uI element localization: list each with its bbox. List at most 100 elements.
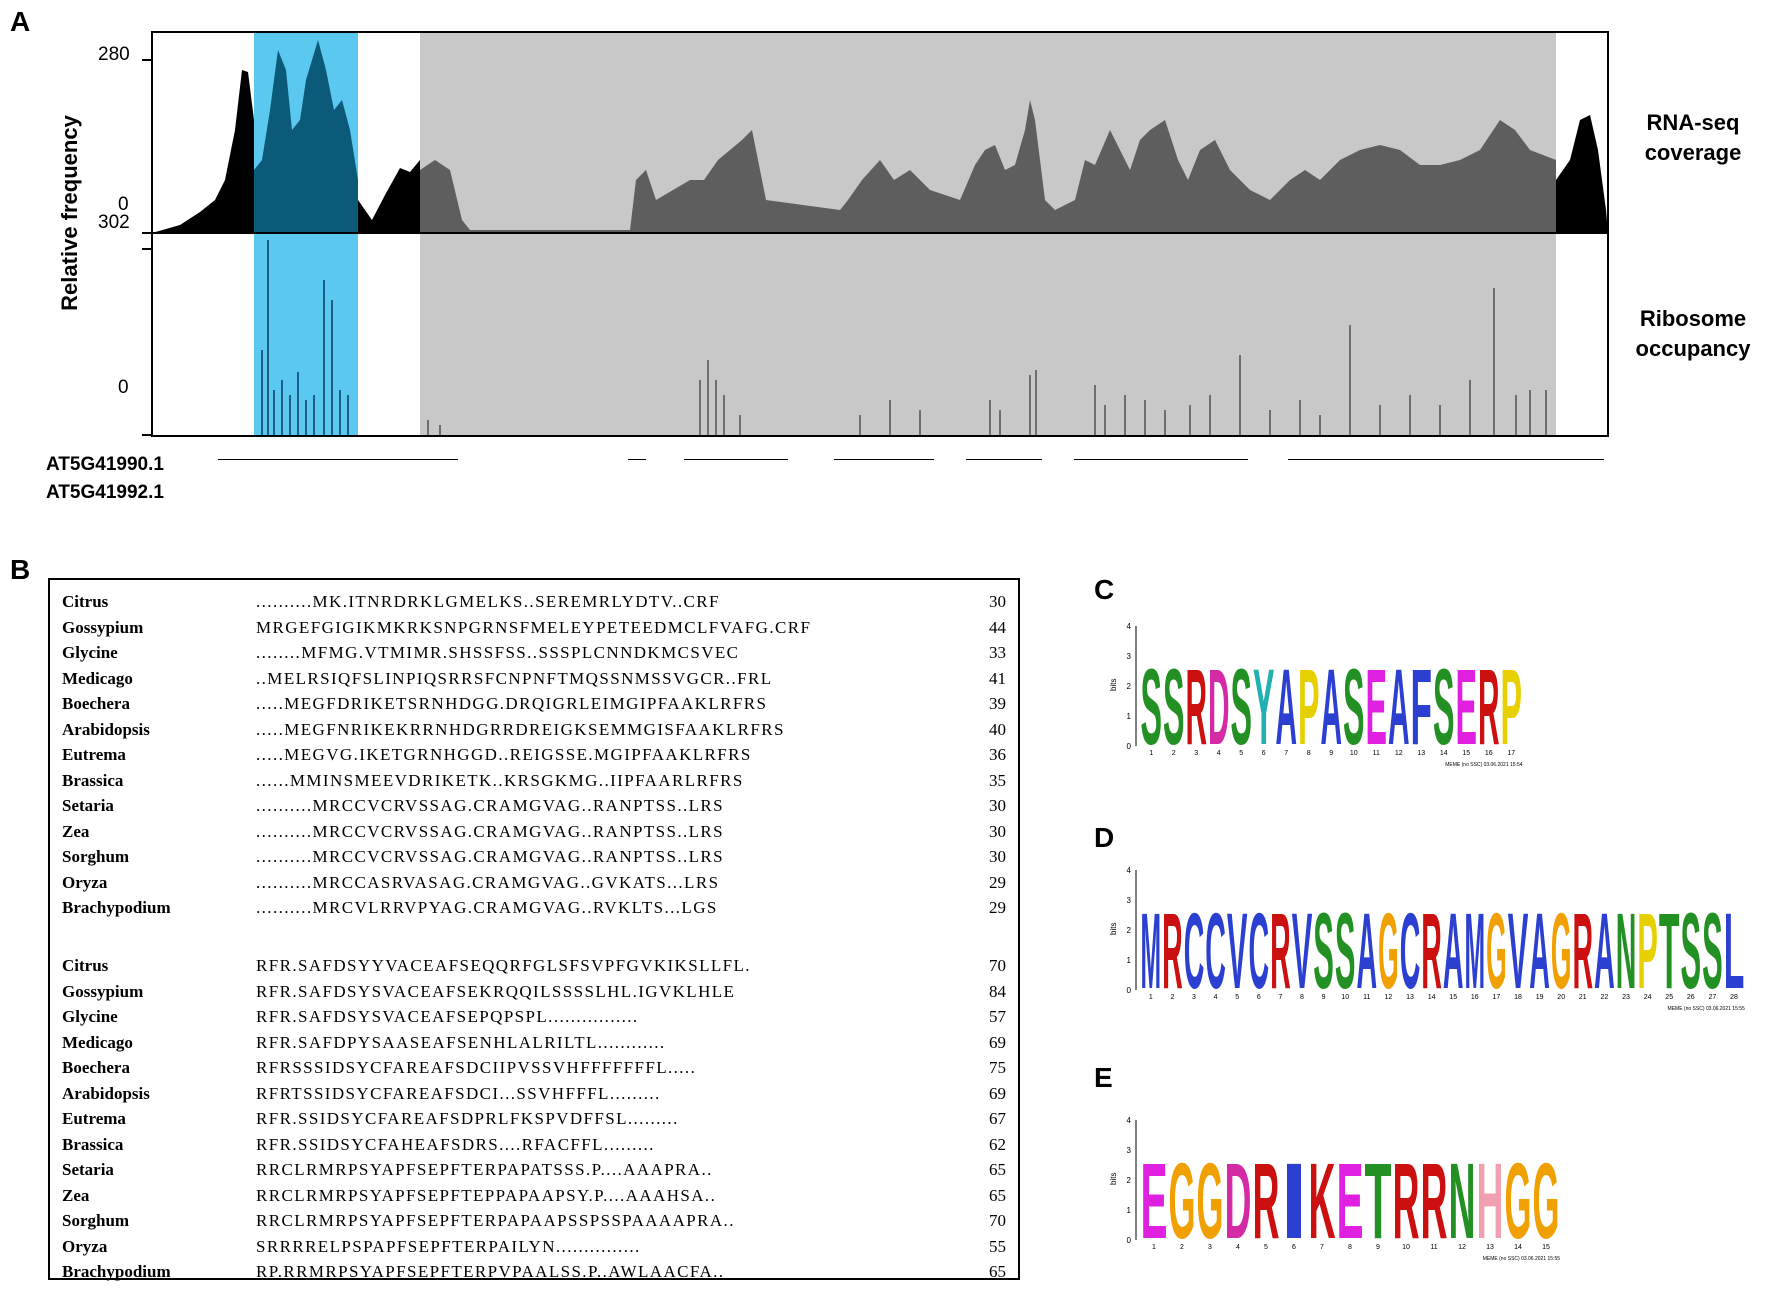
rna-coverage-blue	[254, 40, 358, 233]
species-label: Eutrema	[62, 745, 126, 764]
rna-coverage-mid	[358, 160, 420, 233]
logo-position: 5	[1239, 750, 1243, 757]
logo-position: 25	[1665, 994, 1673, 1001]
species-label: Glycine	[62, 1007, 118, 1026]
logo-letter: A	[1321, 646, 1343, 767]
sequence-row: RRCLRMRPSYAPFSEPFTERPAPATSSS.P....AAAPRA…	[256, 1160, 713, 1179]
logo-letter: A	[1594, 890, 1615, 1011]
logo-letter: C	[1184, 890, 1205, 1011]
logo-letter: R	[1253, 1140, 1280, 1261]
logo-position: 1	[1149, 750, 1153, 757]
logo-position: 1	[1152, 1244, 1156, 1251]
logo-letter: G	[1551, 890, 1572, 1011]
sequence-row: RRCLRMRPSYAPFSEPFTERPAPAAPSSPSSPAAAAPRA.…	[256, 1211, 735, 1230]
logo-letter: A	[1529, 890, 1550, 1011]
species-label: Boechera	[62, 1058, 130, 1077]
logo-position: 9	[1329, 750, 1333, 757]
logo-position: 5	[1264, 1244, 1268, 1251]
logo-position: 18	[1514, 994, 1522, 1001]
logo-position: 6	[1262, 750, 1266, 757]
logo-letter: A	[1388, 646, 1410, 767]
rna-min-tick: 0	[118, 194, 129, 215]
logo-position: 14	[1440, 750, 1448, 757]
sequence-row: ..........MRCCVCRVSSAG.CRAMGVAG..RANPTSS…	[256, 847, 725, 866]
alignment-box: Citrus ..........MK.ITNRDRKLGMELKS..SEREM…	[48, 578, 1020, 1281]
logo-letter: S	[1335, 890, 1356, 1011]
logo-y-tick: 4	[1127, 622, 1132, 631]
logo-position: 11	[1430, 1244, 1437, 1251]
logo-y-tick: 1	[1127, 1206, 1132, 1215]
panel-a-letter: A	[10, 6, 31, 37]
sequence-row: RFR.SAFDSYYVACEAFSEQQRFGLSFSVPFGVKIKSLLF…	[256, 956, 751, 975]
species-label: Oryza	[62, 872, 108, 892]
rna-label-line2: coverage	[1644, 140, 1742, 165]
logo-letter: G	[1197, 1140, 1224, 1261]
sequence-row: ..........MRCCVCRVSSAG.CRAMGVAG..RANPTSS…	[256, 796, 725, 815]
logo-letter: S	[1681, 890, 1702, 1011]
logo-position: 14	[1514, 1244, 1522, 1251]
logo-y-tick: 1	[1127, 712, 1132, 721]
logo-position: 15	[1462, 750, 1470, 757]
logo-letter: V	[1227, 890, 1248, 1011]
species-label: Brassica	[62, 1134, 124, 1154]
species-label: Eutrema	[62, 1109, 126, 1128]
logo-y-tick: 0	[1127, 986, 1132, 995]
logo-letter: E	[1337, 1140, 1364, 1261]
logo-footer: MEME (no SSC) 03.06.2021 15:55	[1668, 1006, 1745, 1012]
sequence-row: RFR.SAFDPYSAASEAFSENHLALRILTL...........…	[256, 1032, 666, 1052]
ribosome-bars-gray	[427, 288, 1547, 435]
logo-letter: R	[1573, 890, 1594, 1011]
ribo-max-tick: 302	[98, 212, 130, 233]
logo-letter: V	[1508, 890, 1529, 1011]
sequence-row: ..........MRCCVCRVSSAG.CRAMGVAG..RANPTSS…	[256, 821, 725, 841]
logo-letter: E	[1366, 646, 1388, 767]
logo-position: 28	[1730, 994, 1738, 1001]
species-label: Glycine	[62, 643, 118, 662]
logo-y-tick: 4	[1127, 866, 1132, 875]
logo-y-tick: 4	[1127, 1116, 1132, 1125]
logo-letter: P	[1637, 890, 1658, 1011]
logo-position: 5	[1235, 994, 1239, 1001]
sequence-length: 70	[989, 956, 1006, 975]
sequence-length: 69	[989, 1083, 1006, 1103]
sequence-length: 41	[989, 668, 1006, 688]
logo-letter: L	[1724, 890, 1745, 1011]
logo-position: 10	[1402, 1244, 1410, 1251]
logo-letter: S	[1313, 890, 1334, 1011]
logo-y-tick: 2	[1127, 1176, 1132, 1185]
logo-letter: R	[1162, 890, 1183, 1011]
sequence-row: RP.RRMRPSYAPFSEPFTERPVPAALSS.P..AWLAACFA…	[256, 1262, 725, 1281]
sequence-length: 57	[989, 1007, 1006, 1026]
logo-letter: A	[1357, 890, 1378, 1011]
species-label: Setaria	[62, 1160, 114, 1179]
rna-label-line1: RNA-seq	[1646, 110, 1740, 135]
species-label: Medicago	[62, 668, 133, 688]
logo-letter: N	[1616, 890, 1637, 1011]
species-label: Medicago	[62, 1032, 133, 1052]
logo-y-tick: 2	[1127, 682, 1132, 691]
species-label: Oryza	[62, 1236, 108, 1256]
logo-y-tick: 0	[1127, 742, 1132, 751]
sequence-length: 44	[989, 617, 1006, 637]
rna-coverage-left	[152, 70, 254, 233]
logo-letter: G	[1169, 1140, 1196, 1261]
species-label: Gossypium	[62, 981, 144, 1001]
logo-letter: G	[1486, 890, 1507, 1011]
logo-position: 7	[1284, 750, 1288, 757]
logo-position: 19	[1536, 994, 1544, 1001]
logo-position: 3	[1194, 750, 1198, 757]
logo-position: 6	[1257, 994, 1261, 1001]
logo-position: 8	[1300, 994, 1304, 1001]
logo-position: 7	[1278, 994, 1282, 1001]
gene-model-1	[218, 459, 1604, 460]
logo-letter: R	[1393, 1140, 1420, 1261]
logo-letter: R	[1186, 646, 1208, 767]
species-label: Boechera	[62, 694, 130, 713]
logo-letter: M	[1465, 890, 1486, 1011]
sequence-length: 84	[989, 981, 1006, 1001]
logo-position: 24	[1644, 994, 1652, 1001]
logo-position: 21	[1579, 994, 1587, 1001]
logo-position: 1	[1149, 994, 1153, 1001]
